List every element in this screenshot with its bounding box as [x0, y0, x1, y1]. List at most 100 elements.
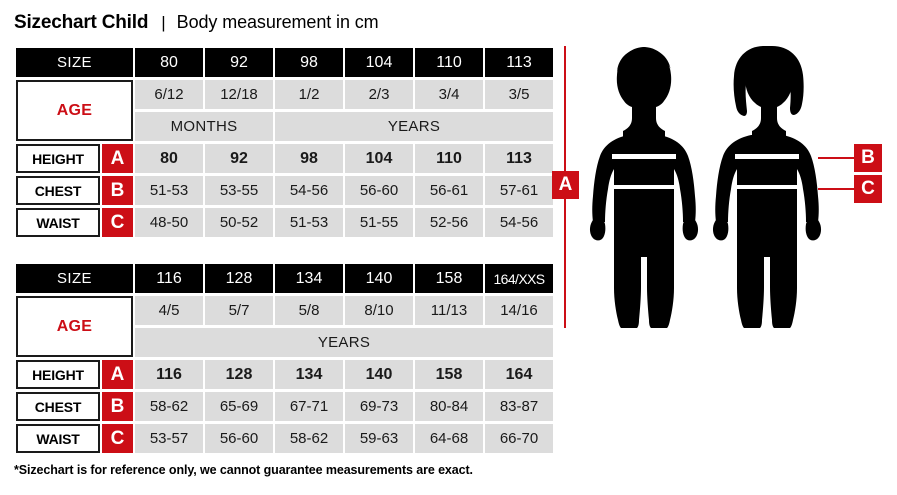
age-value-cell: 2/3 [345, 80, 413, 109]
waist-cell: 48-50 [135, 208, 203, 237]
age-value-cell: 1/2 [275, 80, 343, 109]
height-cell: 104 [345, 144, 413, 173]
badge-a: A [102, 144, 133, 173]
age-label: AGE [16, 296, 133, 357]
marker-b-badge: B [854, 144, 882, 172]
size-header-cell: 80 [135, 48, 203, 77]
chest-label: CHEST [16, 176, 100, 205]
table-row-waist: WAIST C 53-57 56-60 58-62 59-63 64-68 66… [16, 424, 553, 453]
height-label: HEIGHT [16, 360, 100, 389]
badge-c: C [102, 208, 133, 237]
chest-cell: 80-84 [415, 392, 483, 421]
waist-cell: 51-53 [275, 208, 343, 237]
size-header-cell: 116 [135, 264, 203, 293]
size-header-cell: 98 [275, 48, 343, 77]
age-value-cell: 8/10 [345, 296, 413, 325]
height-cell: 110 [415, 144, 483, 173]
title-main: Sizechart Child [14, 12, 149, 33]
age-value-cell: 12/18 [205, 80, 273, 109]
age-label: AGE [16, 80, 133, 141]
size-header-label: SIZE [16, 264, 133, 293]
chest-cell: 56-61 [415, 176, 483, 205]
size-header-cell: 113 [485, 48, 553, 77]
chest-cell: 57-61 [485, 176, 553, 205]
chest-label: CHEST [16, 392, 100, 421]
badge-b: B [102, 392, 133, 421]
age-unit-years: YEARS [135, 328, 553, 357]
table-row-age-units: YEARS [16, 328, 553, 357]
child-silhouettes [589, 46, 822, 328]
waist-label: WAIST [16, 424, 100, 453]
age-value-cell: 4/5 [135, 296, 203, 325]
size-header-cell: 110 [415, 48, 483, 77]
size-header-cell: 158 [415, 264, 483, 293]
size-header-cell: 128 [205, 264, 273, 293]
age-unit-months: MONTHS [135, 112, 273, 141]
waist-cell: 64-68 [415, 424, 483, 453]
size-header-cell: 140 [345, 264, 413, 293]
table-row-height: HEIGHT A 116 128 134 140 158 164 [16, 360, 553, 389]
height-cell: 140 [345, 360, 413, 389]
footnote-disclaimer: *Sizechart is for reference only, we can… [14, 463, 473, 477]
chest-leader-line [818, 157, 856, 159]
chest-cell: 56-60 [345, 176, 413, 205]
age-value-cell: 3/5 [485, 80, 553, 109]
badge-b: B [102, 176, 133, 205]
chest-cell: 51-53 [135, 176, 203, 205]
boy-silhouette [589, 47, 699, 328]
marker-a-badge: A [552, 171, 579, 199]
size-header-cell: 134 [275, 264, 343, 293]
table-row-size: SIZE 80 92 98 104 110 113 [16, 48, 553, 77]
table-row-age-units: MONTHS YEARS [16, 112, 553, 141]
table-row-height: HEIGHT A 80 92 98 104 110 113 [16, 144, 553, 173]
table-row-chest: CHEST B 58-62 65-69 67-71 69-73 80-84 83… [16, 392, 553, 421]
chest-cell: 58-62 [135, 392, 203, 421]
chest-cell: 54-56 [275, 176, 343, 205]
height-cell: 134 [275, 360, 343, 389]
badge-a: A [102, 360, 133, 389]
height-cell: 80 [135, 144, 203, 173]
age-value-cell: 14/16 [485, 296, 553, 325]
waist-cell: 50-52 [205, 208, 273, 237]
waist-cell: 66-70 [485, 424, 553, 453]
height-label: HEIGHT [16, 144, 100, 173]
table-row-chest: CHEST B 51-53 53-55 54-56 56-60 56-61 57… [16, 176, 553, 205]
badge-c: C [102, 424, 133, 453]
height-cell: 113 [485, 144, 553, 173]
size-header-label: SIZE [16, 48, 133, 77]
sizechart-table-1: SIZE 80 92 98 104 110 113 AGE 6/12 12/18… [14, 45, 555, 240]
waist-cell: 53-57 [135, 424, 203, 453]
height-cell: 128 [205, 360, 273, 389]
waist-cell: 59-63 [345, 424, 413, 453]
chest-cell: 69-73 [345, 392, 413, 421]
height-cell: 164 [485, 360, 553, 389]
size-header-cell: 104 [345, 48, 413, 77]
page-title: Sizechart Child | Body measurement in cm [14, 12, 379, 34]
age-value-cell: 5/8 [275, 296, 343, 325]
age-value-cell: 6/12 [135, 80, 203, 109]
waist-cell: 52-56 [415, 208, 483, 237]
age-value-cell: 3/4 [415, 80, 483, 109]
chest-cell: 83-87 [485, 392, 553, 421]
age-unit-years: YEARS [275, 112, 553, 141]
chest-cell: 65-69 [205, 392, 273, 421]
marker-c-badge: C [854, 175, 882, 203]
age-value-cell: 5/7 [205, 296, 273, 325]
waist-cell: 51-55 [345, 208, 413, 237]
height-cell: 92 [205, 144, 273, 173]
age-value-cell: 11/13 [415, 296, 483, 325]
table-row-size: SIZE 116 128 134 140 158 164/XXS [16, 264, 553, 293]
chest-cell: 67-71 [275, 392, 343, 421]
height-cell: 158 [415, 360, 483, 389]
sizechart-table-2: SIZE 116 128 134 140 158 164/XXS AGE 4/5… [14, 261, 555, 456]
girl-silhouette [712, 46, 822, 328]
size-header-cell: 92 [205, 48, 273, 77]
waist-cell: 54-56 [485, 208, 553, 237]
table-row-age-values: AGE 4/5 5/7 5/8 8/10 11/13 14/16 [16, 296, 553, 357]
waist-cell: 58-62 [275, 424, 343, 453]
size-header-cell: 164/XXS [485, 264, 553, 293]
title-separator: | [161, 13, 166, 32]
waist-cell: 56-60 [205, 424, 273, 453]
height-cell: 98 [275, 144, 343, 173]
